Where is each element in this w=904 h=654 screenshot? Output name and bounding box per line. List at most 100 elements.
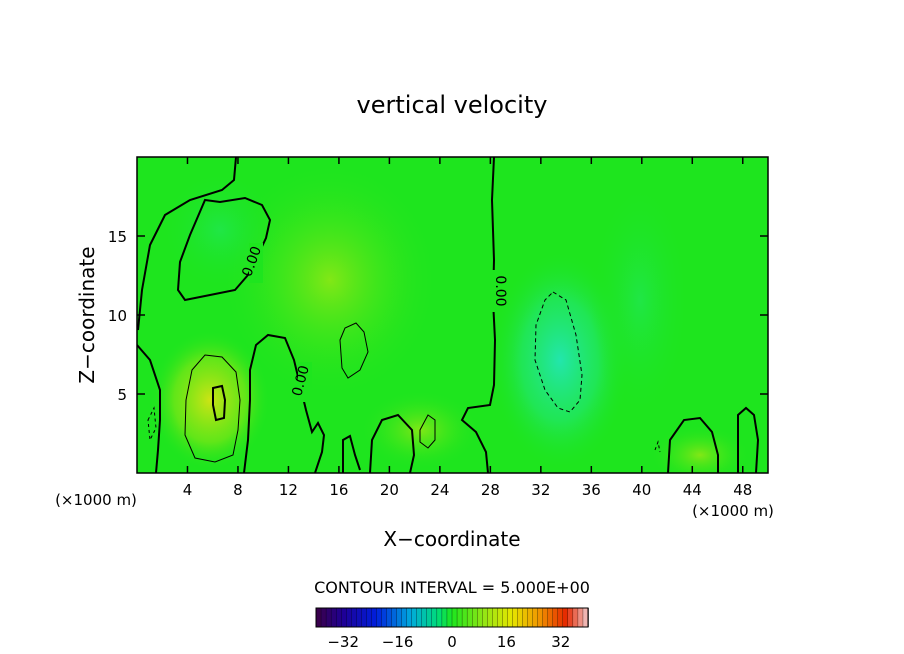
colorbar-cell [492,607,499,628]
colorbar-cell [456,607,463,628]
colorbar-cell [356,607,363,628]
colorbar-tick-labels: −32 −16 0 16 32 [327,633,570,651]
x-axis-label: X−coordinate [383,527,520,551]
colorbar-cell [386,607,393,628]
colorbar-cell [527,607,534,628]
colorbar-cell [325,607,332,628]
contour-labels: 0.00 0.00 0.00 [239,243,508,402]
colorbar-cell [487,607,494,628]
colorbar-cell [502,607,509,628]
x-tick-label: 16 [329,481,348,499]
y-axis-label: Z−coordinate [75,246,99,383]
colorbar-tick-label: −32 [327,633,359,651]
colorbar-cell [330,607,337,628]
colorbar-tick-label: −16 [382,633,414,651]
positive-contour [212,384,227,422]
colorbar-cell [441,607,448,628]
colorbar-cell [315,607,322,628]
y-tick-label: 5 [117,386,127,404]
positive-contour [339,322,369,379]
colorbar-cell [522,607,529,628]
negative-contour [147,406,157,442]
negative-contour [534,291,583,413]
colorbar [315,607,589,628]
plot-area: 0.00 0.00 0.00 [137,157,768,473]
downdraft-region [590,180,690,420]
positive-contour [419,414,436,449]
colorbar-cell [426,607,433,628]
colorbar-cell [346,607,353,628]
colorbar-cell [466,607,473,628]
zero-contour [460,157,497,473]
colorbar-cell [335,607,342,628]
colorbar-cell [547,607,554,628]
colorbar-cell [396,607,403,628]
y-tick-label: 10 [108,307,127,325]
colorbar-cell [477,607,483,628]
colorbar-cell [411,607,418,628]
colorbar-cell [577,607,584,628]
zero-contour [243,333,326,473]
negative-contour [654,440,661,453]
y-tick-label: 15 [108,228,127,246]
colorbar-cell [461,607,468,628]
colorbar-cell [537,607,544,628]
zero-contour [342,434,361,473]
colorbar-cell [572,607,579,628]
colorbar-cell [451,607,458,628]
colorbar-cell [416,607,423,628]
chart-title: vertical velocity [357,91,548,119]
x-tick-label: 32 [531,481,550,499]
zero-contour [137,157,237,331]
colorbar-cell [366,607,373,628]
colorbar-cell [361,607,368,628]
contour-label: 0.00 [492,275,508,306]
x-tick-label: 44 [683,481,702,499]
colorbar-cell [341,607,347,628]
colorbar-cell [436,607,443,628]
colorbar-cell [512,607,519,628]
x-tick-label: 4 [183,481,193,499]
zero-contour [369,413,416,473]
contour-label: 0.00 [289,364,313,398]
colorbar-cell [391,607,398,628]
colorbar-cell [351,607,358,628]
updraft-region [150,330,270,470]
zero-contour [137,344,161,473]
x-tick-label: 28 [481,481,500,499]
colorbar-cell [406,607,413,628]
zero-contour [667,416,719,473]
x-tick-label: 24 [430,481,449,499]
colorbar-cell [507,607,514,628]
x-tick-label: 36 [582,481,601,499]
x-axis: 4 8 12 16 20 24 28 32 36 40 44 48 [183,157,752,499]
colorbar-cell [567,607,574,628]
zero-contour [176,196,272,302]
colorbar-cell [497,607,504,628]
colorbar-cell [557,607,564,628]
colorbar-cell [552,607,559,628]
colorbar-cell [471,607,478,628]
colorbar-cell [401,607,408,628]
colorbar-cell [446,607,453,628]
x-tick-label: 12 [279,481,298,499]
x-tick-label: 40 [632,481,651,499]
x-tick-label: 20 [380,481,399,499]
colorbar-frame [315,607,589,628]
colorbar-cell [320,607,327,628]
x-unit-right: (×1000 m) [692,502,774,520]
colorbar-cell [421,607,428,628]
colorbar-cell [371,607,378,628]
y-axis: 5 10 15 [108,228,768,404]
colorbar-cell [532,607,539,628]
colorbar-tick-label: 32 [551,633,570,651]
colorbar-cell [517,607,524,628]
colorbar-cell [376,607,383,628]
colorbar-cell [542,607,549,628]
contour-lines [137,157,760,473]
x-tick-label: 48 [733,481,752,499]
contour-interval-label: CONTOUR INTERVAL = 5.000E+00 [314,578,590,597]
colorbar-tick-label: 0 [447,633,457,651]
positive-contour [184,354,241,463]
